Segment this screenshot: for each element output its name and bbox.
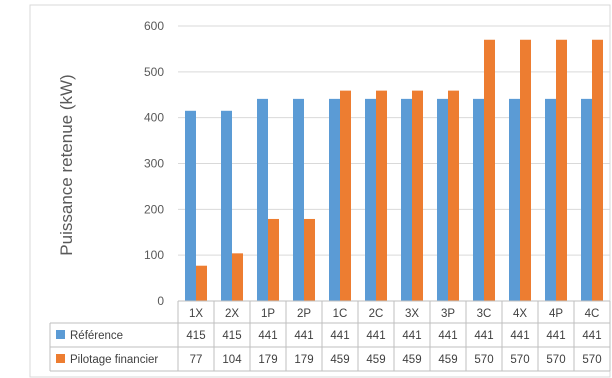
y-axis-label: Puissance retenue (kW) [57, 74, 76, 255]
y-tick-label: 400 [144, 111, 164, 125]
data-label: 459 [366, 354, 385, 366]
bar-reference-1C [329, 98, 340, 301]
data-label: 441 [258, 330, 277, 342]
data-label: 104 [222, 354, 242, 366]
data-label: 441 [402, 330, 421, 342]
x-tick-label: 1P [261, 308, 275, 320]
y-tick-label: 200 [144, 202, 164, 216]
x-tick-label: 1X [189, 308, 203, 320]
x-tick-label: 2P [297, 308, 311, 320]
x-tick-label: 3X [405, 308, 419, 320]
data-label: 77 [190, 354, 203, 366]
bar-reference-1P [257, 98, 268, 301]
bar-pilotage-2C [376, 90, 387, 301]
bars [185, 39, 603, 302]
bar-pilotage-2X [232, 253, 243, 301]
bar-pilotage-1X [196, 265, 207, 301]
data-label: 441 [582, 330, 601, 342]
data-label: 570 [546, 354, 565, 366]
legend-swatch-reference [56, 330, 65, 339]
data-label: 179 [258, 354, 277, 366]
data-label: 415 [222, 330, 241, 342]
data-label: 441 [294, 330, 313, 342]
bar-pilotage-1C [340, 90, 351, 301]
bar-reference-3X [401, 98, 412, 301]
bar-pilotage-2P [304, 218, 315, 301]
bar-reference-3P [437, 98, 448, 301]
x-tick-label: 2C [369, 308, 384, 320]
data-label: 459 [330, 354, 349, 366]
bar-pilotage-4P [556, 39, 567, 301]
y-tick-label: 100 [144, 248, 164, 262]
bar-pilotage-1P [268, 218, 279, 301]
bar-pilotage-3C [484, 39, 495, 301]
data-label: 179 [294, 354, 313, 366]
bar-pilotage-3X [412, 90, 423, 301]
data-table: 1X 2X 1P 2P 1C 2C 3X 3P 3C 4X 4P 4C Référence 415 415 4… [49, 300, 611, 372]
data-label: 441 [510, 330, 529, 342]
y-tick-label: 0 [157, 294, 164, 308]
x-tick-label: 4X [513, 308, 527, 320]
x-tick-label: 3C [477, 308, 492, 320]
bar-reference-1X [185, 110, 196, 302]
x-tick-label: 4P [549, 308, 563, 320]
x-tick-label: 3P [441, 308, 455, 320]
data-label: 570 [510, 354, 529, 366]
data-label: 415 [186, 330, 205, 342]
data-label: 441 [438, 330, 457, 342]
legend-label-reference: Référence [70, 330, 123, 342]
bar-reference-4P [545, 98, 556, 301]
bar-pilotage-4X [520, 39, 531, 301]
data-label: 441 [366, 330, 385, 342]
x-tick-label: 1C [333, 308, 348, 320]
bar-reference-4C [581, 98, 592, 301]
legend-label-pilotage: Pilotage financier [70, 354, 158, 366]
bar-reference-2P [293, 98, 304, 301]
y-tick-label: 300 [144, 157, 164, 171]
data-label: 570 [474, 354, 493, 366]
data-label: 459 [438, 354, 457, 366]
bar-reference-4X [509, 98, 520, 301]
y-tick-label: 500 [144, 65, 164, 79]
bar-reference-2C [365, 98, 376, 301]
data-label: 441 [474, 330, 493, 342]
legend-swatch-pilotage [56, 354, 65, 363]
data-label: 441 [546, 330, 565, 342]
data-label: 570 [582, 354, 601, 366]
x-tick-label: 4C [585, 308, 600, 320]
bar-reference-3C [473, 98, 484, 301]
bar-pilotage-3P [448, 90, 459, 301]
y-axis-ticks: 0 100 200 300 400 500 600 [144, 19, 164, 308]
data-label: 441 [330, 330, 349, 342]
x-tick-label: 2X [225, 308, 239, 320]
y-tick-label: 600 [144, 19, 164, 33]
bar-pilotage-4C [592, 39, 603, 301]
data-label: 459 [402, 354, 421, 366]
bar-reference-2X [221, 110, 232, 302]
